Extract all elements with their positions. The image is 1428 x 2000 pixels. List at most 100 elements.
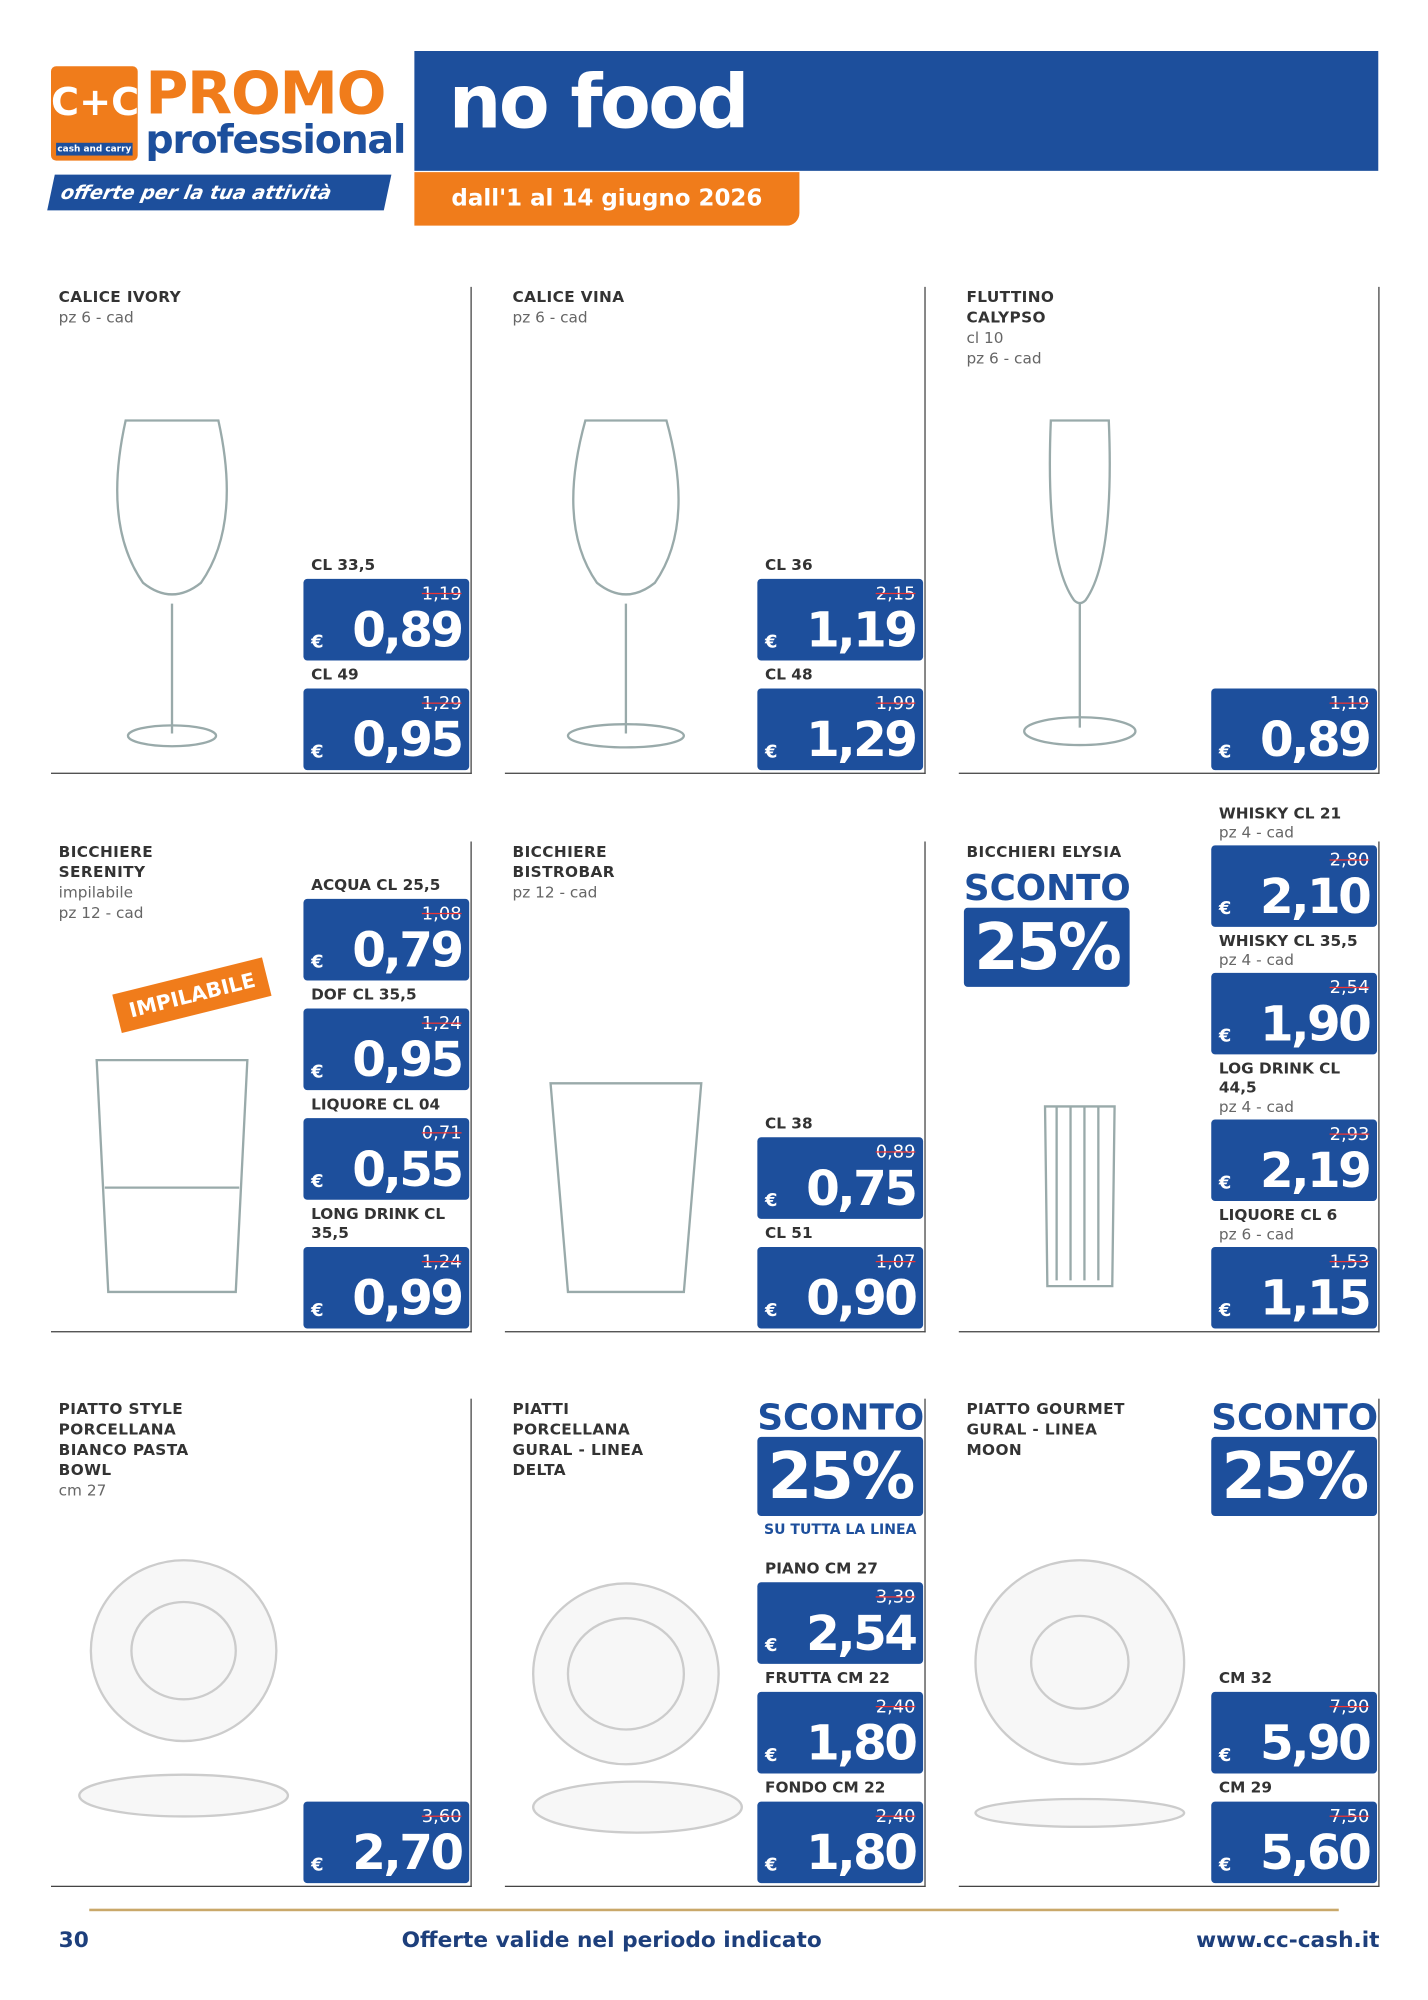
price-sub: pz 4 - cad	[1218, 951, 1295, 969]
new-price: 0,95	[352, 1031, 464, 1088]
currency: €	[765, 1190, 778, 1212]
price-box: €1,24 0,99	[303, 1246, 470, 1329]
currency: €	[311, 952, 324, 973]
product-name: PIATTO GOURMET GURAL - LINEA MOON	[966, 1399, 1221, 1460]
price-box: €2,54 1,90	[1211, 972, 1377, 1055]
product-name: FLUTTINO CALYPSO cl 10 pz 6 - cad	[966, 287, 1221, 369]
name-line: BIANCO PASTA	[58, 1440, 189, 1459]
price-column: CL 36 €2,15 1,19 CL 48 €1,99 1,29	[757, 551, 924, 771]
old-price: 2,40	[875, 1806, 916, 1828]
product-name: PIATTI PORCELLANA GURAL - LINEA DELTA	[513, 1399, 768, 1481]
currency: €	[1218, 1300, 1232, 1321]
name-line: PIATTI	[512, 1399, 570, 1418]
price-box: €7,50 5,60	[1211, 1801, 1377, 1884]
product-cell: PIATTI PORCELLANA GURAL - LINEA DELTA SCONTO…	[504, 1398, 926, 1887]
new-price: 1,19	[806, 601, 918, 658]
price-label: WHISKY CL 21	[1218, 804, 1342, 823]
price-box: €1,53 1,15	[1211, 1246, 1377, 1329]
name-line: BICCHIERE	[58, 842, 154, 861]
old-price: 2,54	[1329, 977, 1370, 999]
price-label: PIANO CM 27	[765, 1559, 878, 1578]
price-label: LOG DRINK CL 44,5	[1218, 1059, 1341, 1097]
name-line: PIATTO STYLE	[58, 1399, 184, 1418]
currency: €	[765, 1635, 778, 1657]
price-box: €0,89 0,75	[757, 1137, 924, 1219]
price-label: DOF CL 35,5	[311, 985, 417, 1004]
discount-badge: SCONTO 25%	[1211, 1398, 1378, 1516]
currency: €	[311, 1300, 324, 1321]
old-price: 1,24	[421, 1013, 462, 1035]
new-price: 0,95	[352, 711, 464, 768]
price-sub: pz 4 - cad	[1218, 823, 1295, 842]
price-column: CL 33,5 €1,19 0,89 CL 49 €1,29 0,95	[303, 551, 470, 771]
new-price: 0,89	[1259, 711, 1372, 768]
dates: dall'1 al 14 giugno 2026	[414, 172, 800, 226]
discount-badge: SCONTO 25%	[963, 869, 1131, 987]
name-line: CALICE VINA	[512, 288, 625, 306]
new-price: 0,90	[806, 1269, 918, 1326]
product-cell: FLUTTINO CALYPSO cl 10 pz 6 - cad €1,19 0,89	[958, 286, 1380, 774]
badge-value: 25%	[757, 1436, 924, 1516]
new-price: 0,79	[352, 921, 464, 978]
product-cell: BICCHIERE BISTROBAR pz 12 - cad CL 38 €0,89 0…	[504, 841, 926, 1333]
currency: €	[1218, 1026, 1232, 1047]
old-price: 7,50	[1329, 1806, 1370, 1828]
currency: €	[311, 742, 324, 763]
new-price: 2,19	[1259, 1142, 1372, 1199]
old-price: 2,93	[1329, 1124, 1370, 1145]
name-line: PORCELLANA	[58, 1420, 177, 1439]
old-price: 1,29	[421, 693, 462, 714]
price-column: €3,60 2,70	[303, 1798, 470, 1884]
price-box: €1,19 0,89	[1211, 688, 1377, 771]
price-label: ACQUA CL 25,5	[311, 875, 441, 894]
price-box: €0,71 0,55	[303, 1118, 470, 1200]
name-line: GURAL - LINEA	[512, 1440, 644, 1459]
new-price: 0,99	[352, 1269, 464, 1326]
new-price: 1,80	[806, 1714, 918, 1771]
discount-badge: SCONTO 25% SU TUTTA LA LINEA	[757, 1398, 924, 1538]
name-line: CALICE IVORY	[58, 288, 182, 306]
price-label: CM 32	[1218, 1668, 1272, 1687]
product-image	[1043, 1105, 1116, 1288]
price-label: WHISKY CL 35,5	[1218, 932, 1358, 950]
price-box: €3,60 2,70	[303, 1801, 470, 1884]
new-price: 0,55	[352, 1141, 464, 1198]
old-price: 0,71	[421, 1123, 462, 1144]
page-number: 30	[58, 1927, 89, 1954]
logo-text: C+C	[51, 80, 140, 125]
product-cell: PIATTO STYLE PORCELLANA BIANCO PASTA BOWL cm…	[51, 1398, 472, 1887]
product-name: PIATTO STYLE PORCELLANA BIANCO PASTA BOWL cm…	[59, 1399, 314, 1501]
product-name: BICCHIERE BISTROBAR pz 12 - cad	[513, 842, 768, 903]
tagline: offerte per la tua attività	[47, 174, 392, 211]
price-column: CL 38 €0,89 0,75 CL 51 €1,07 0,90	[757, 1109, 924, 1329]
product-name: BICCHIERE SERENITY impilabile pz 12 - cad	[59, 842, 314, 924]
detail-line: pz 12 - cad	[512, 883, 598, 902]
currency: €	[765, 632, 778, 653]
price-box: €7,90 5,90	[1211, 1691, 1377, 1774]
price-column: WHISKY CL 21 pz 4 - cad €2,80 2,10 WHISKY CL…	[1211, 799, 1377, 1329]
old-price: 1,19	[1329, 693, 1370, 714]
price-box: €1,19 0,89	[303, 578, 470, 661]
price-label: FONDO CM 22	[765, 1778, 886, 1797]
product-image	[116, 419, 228, 748]
name-line: CALYPSO	[966, 308, 1046, 327]
product-name: BICCHIERI ELYSIA	[966, 842, 1221, 862]
old-price: 2,40	[875, 1697, 916, 1718]
price-sub: pz 4 - cad	[1218, 1097, 1295, 1116]
footer-note: Offerte valide nel periodo indicato	[401, 1927, 822, 1954]
name-line: PIATTO GOURMET	[966, 1399, 1125, 1418]
currency: €	[311, 1062, 324, 1083]
banner	[414, 51, 1379, 171]
name-line: BICCHIERE	[512, 842, 607, 861]
detail-line: pz 6 - cad	[966, 349, 1042, 368]
product-image	[974, 1559, 1186, 1829]
old-price: 1,07	[875, 1252, 916, 1273]
old-price: 1,53	[1329, 1252, 1370, 1273]
product-name: CALICE IVORY pz 6 - cad	[59, 287, 314, 328]
brand: PROMO	[145, 58, 386, 128]
price-label: CL 48	[765, 665, 813, 684]
footer-url: www.cc-cash.it	[1196, 1927, 1380, 1954]
new-price: 5,90	[1259, 1714, 1372, 1771]
product-name: CALICE VINA pz 6 - cad	[513, 287, 768, 328]
